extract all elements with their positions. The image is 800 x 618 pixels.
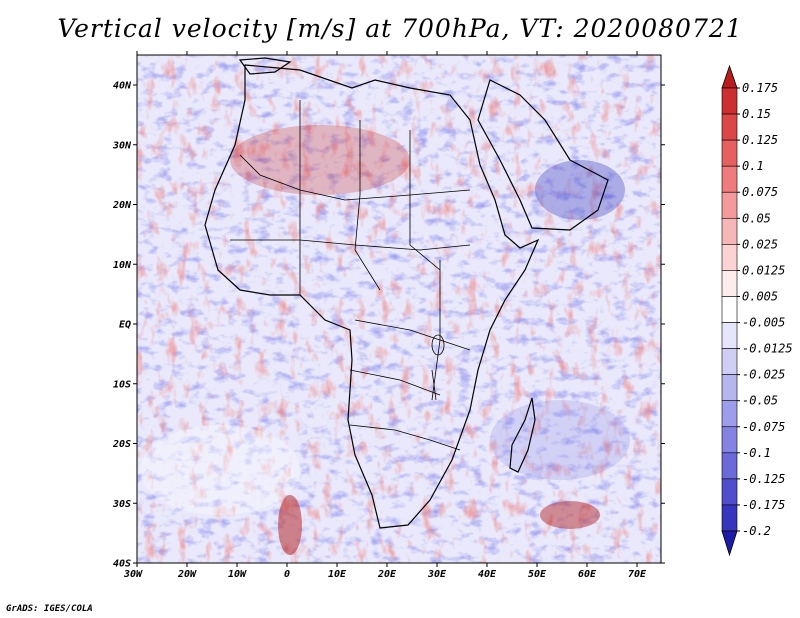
colorbar-label: 0.0125 [742,263,785,277]
colorbar-label: -0.2 [742,524,771,538]
colorbar-segment [721,374,738,402]
southern-ocean-ascent-patch [278,495,302,555]
colorbar-segment [721,87,738,115]
madagascar-coastline [509,397,536,473]
colorbar-segment [721,113,738,141]
lon-label: 30W [123,569,143,580]
lake-tanganyika [431,369,437,401]
lon-label: 40E [478,569,497,580]
plot-frame [136,54,662,564]
colorbar-segment [721,139,738,167]
colorbar: 0.175 0.15 0.125 0.1 0.075 0.05 0.025 0.0125 0.0… [721,64,793,557]
colorbar-max-arrow [721,64,738,89]
iberia-coastline [238,57,292,75]
atlantic-calm-patch [140,425,300,515]
colorbar-segment [721,296,738,323]
lat-label: 30S [112,499,131,510]
colorbar-label: 0.075 [742,185,778,199]
colorbar-label: -0.025 [742,368,785,382]
velocity-field [137,55,661,563]
colorbar-segment [721,244,738,271]
lat-label: 30N [112,140,132,151]
lon-label: 20E [377,569,397,580]
longitude-axis: 30W 20W 10W 0 10E 20E 30E 40E 50E 60E 70E [123,51,647,580]
africa-coastline [204,64,540,529]
colorbar-label: 0.15 [742,107,771,121]
colorbar-label: 0.005 [742,289,778,303]
colorbar-segment [721,322,738,349]
country-borders [230,100,471,451]
colorbar-min-arrow [721,530,738,557]
colorbar-label: -0.005 [742,316,785,330]
colorbar-segment [721,348,738,375]
colorbar-segment [721,191,738,219]
colorbar-segment [721,217,738,245]
ascending-motion-texture [137,55,661,563]
lat-label: EQ [119,320,131,331]
lon-label: 30E [427,569,447,580]
colorbar-segment [721,165,738,193]
colorbar-segment [721,504,738,532]
lake-victoria [431,334,445,356]
sahara-ascent-patch [230,125,410,195]
colorbar-label: -0.1 [742,446,771,460]
colorbar-label: -0.125 [742,472,785,486]
lat-label: 10N [113,260,132,271]
lat-label: 40S [113,559,131,570]
colorbar-label: 0.175 [742,81,778,95]
colorbar-segment [721,400,738,428]
arabia-coastline [477,79,609,231]
lon-label: 70E [628,569,647,580]
colorbar-segment [721,452,738,480]
grads-credit: GrADS: IGES/COLA [6,604,93,614]
colorbar-segment [721,426,738,454]
latitude-axis: 40N 30N 20N 10N EQ 10S 20S 30S 40S [112,81,665,570]
colorbar-label: -0.075 [742,420,785,434]
colorbar-label: 0.1 [742,159,764,173]
colorbar-label: -0.0125 [742,342,793,356]
arabian-sea-descent-patch [535,160,625,220]
lon-label: 0 [284,569,290,580]
lat-label: 20S [112,439,131,450]
colorbar-label: 0.125 [742,133,778,147]
colorbar-label: 0.025 [742,237,778,251]
lon-label: 20W [177,569,197,580]
lon-label: 10W [228,569,247,580]
lat-label: 40N [113,81,132,92]
colorbar-label: 0.05 [742,211,771,225]
lon-label: 60E [578,569,597,580]
lon-label: 50E [528,569,547,580]
colorbar-label: -0.05 [742,394,778,408]
lat-label: 10S [113,379,131,390]
map-title: Vertical velocity [m/s] at 700hPa, VT: 2… [57,14,743,43]
lon-label: 10E [328,569,347,580]
colorbar-label: -0.175 [742,498,785,512]
colorbar-segment [721,270,738,297]
indian-ocean-ascent-patch [540,501,600,529]
colorbar-segment [721,478,738,506]
lat-label: 20N [112,200,132,211]
